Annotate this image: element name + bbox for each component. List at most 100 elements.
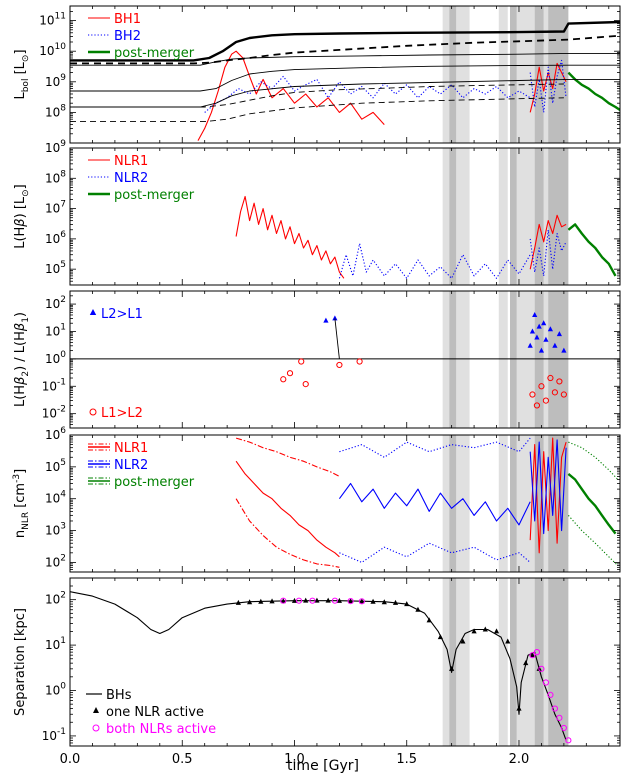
series-cumulative-upper [70, 20, 620, 62]
point-both-nlrs-active [358, 598, 365, 605]
point-both-nlrs-active [547, 691, 554, 699]
series-thin-upper [70, 52, 620, 66]
point-both-nlrs-active [529, 652, 536, 659]
series-post-merger [567, 223, 617, 277]
point-l1-l2 [280, 376, 287, 383]
point-one-nlr-active [505, 638, 511, 644]
shade-dark-1 [510, 578, 517, 746]
legend-label: L2>L1 [101, 307, 143, 322]
shade-dark-0 [449, 578, 457, 746]
point-l2-l1 [529, 328, 536, 334]
y-tick-label: 105 [45, 458, 66, 474]
x-tick-label: 0.5 [172, 752, 193, 767]
legend-label: BH2 [114, 29, 141, 44]
point-both-nlrs-active [309, 597, 316, 604]
shade-light-0 [442, 578, 470, 746]
series-nlr2 [338, 243, 531, 279]
point-l2-l1 [536, 323, 542, 329]
point-one-nlr-active [303, 597, 309, 603]
shade-light-3 [543, 291, 549, 428]
x-tick-label: 1.0 [284, 752, 305, 767]
shade-dark-2 [534, 291, 544, 428]
series-thin-middle [70, 64, 620, 92]
series-dashed-lowest [70, 97, 564, 123]
point-one-nlr-active [359, 598, 365, 604]
shade-light-1 [498, 6, 508, 143]
shade-dark-2 [534, 578, 544, 746]
point-l1-l2 [533, 402, 541, 409]
y-tick-label: 100 [45, 350, 66, 366]
panel-sep: 10-1 100 101 102 0.0 0.5 1.0 1.5 2.0 Separation [… [13, 577, 621, 767]
point-l2-l1 [323, 317, 329, 323]
legend-label: post-merger [114, 475, 195, 490]
series-connector [334, 318, 340, 359]
legend-label: NLR1 [114, 441, 148, 456]
series-nlr2-late [529, 439, 567, 535]
shade-dark-0 [449, 435, 457, 572]
series-post-merger-upper [568, 441, 619, 480]
point-one-nlr-active [415, 606, 421, 612]
point-one-nlr-active [246, 599, 253, 605]
legend-label: L1>L2 [101, 406, 143, 421]
x-tick-label: 0.0 [60, 752, 81, 767]
y-tick-label: 102 [45, 591, 66, 607]
point-one-nlr-active [516, 705, 522, 711]
point-both-nlrs-active [565, 737, 572, 744]
axes-frame [69, 5, 621, 144]
point-one-nlr-active [280, 598, 286, 604]
point-l2-l1 [527, 342, 533, 348]
x-axis-title: time [Gyr] [287, 758, 359, 774]
series-post-merger-lower [567, 515, 619, 566]
series-nlr2-mean [338, 482, 531, 526]
point-one-nlr-active [404, 601, 410, 607]
legend-label: post-merger [114, 46, 195, 61]
panel-nnlr: 102 103 104 105 106 nNLR [cm-3] NLR1 NLR2 post-m… [12, 426, 621, 573]
y-tick-label: 1011 [39, 12, 66, 28]
point-one-nlr-active [336, 597, 342, 603]
legend-label: NLR1 [114, 154, 148, 169]
y-tick-label: 107 [45, 200, 66, 216]
point-one-nlr-active [426, 617, 432, 623]
y-axis-title: Lbol [L⊙] [13, 49, 31, 99]
point-l1-l2 [298, 358, 305, 365]
shade-dark-1 [510, 148, 517, 285]
point-l1-l2 [302, 381, 309, 388]
shade-dark-0 [449, 291, 457, 428]
shade-dark-3 [548, 435, 569, 572]
series-bh1 [197, 50, 385, 141]
shade-light-0 [442, 435, 470, 572]
y-tick-label: 106 [45, 426, 66, 442]
y-tick-label: 106 [45, 230, 66, 246]
shade-light-3 [543, 578, 549, 746]
shade-light-3 [543, 6, 549, 143]
y-tick-label: 10-1 [42, 377, 66, 393]
point-one-nlr-active [291, 597, 298, 603]
series-bh2 [204, 75, 531, 113]
point-l2-l1 [332, 315, 338, 321]
shade-dark-1 [510, 291, 517, 428]
point-l2-l1 [543, 336, 549, 342]
point-l1-l2 [556, 378, 563, 385]
point-both-nlrs-active [551, 705, 558, 712]
legend-marker-triangle [93, 707, 99, 713]
y-tick-label: 101 [45, 322, 66, 338]
legend-label: BHs [106, 688, 132, 703]
legend-label: one NLR active [106, 705, 204, 720]
point-l2-l1 [534, 334, 540, 340]
series-nlr2-late [529, 229, 567, 277]
series-nlr1-mean [235, 460, 340, 558]
shade-dark-3 [548, 6, 569, 143]
point-one-nlr-active [482, 626, 488, 632]
shade-light-3 [543, 148, 549, 285]
legend-label: NLR2 [114, 171, 148, 186]
shade-dark-0 [449, 6, 457, 143]
legend-label: post-merger [114, 188, 195, 203]
shade-dark-3 [548, 291, 569, 428]
panels-layer: 108 109 1010 1011 Lbol [L⊙] BH1 BH2 post-merger… [12, 5, 621, 767]
point-l2-l1 [541, 320, 547, 326]
point-l1-l2 [547, 374, 554, 382]
point-l1-l2 [560, 391, 567, 398]
point-one-nlr-active [381, 599, 387, 605]
point-l1-l2 [286, 370, 294, 377]
shade-dark-2 [534, 6, 544, 143]
